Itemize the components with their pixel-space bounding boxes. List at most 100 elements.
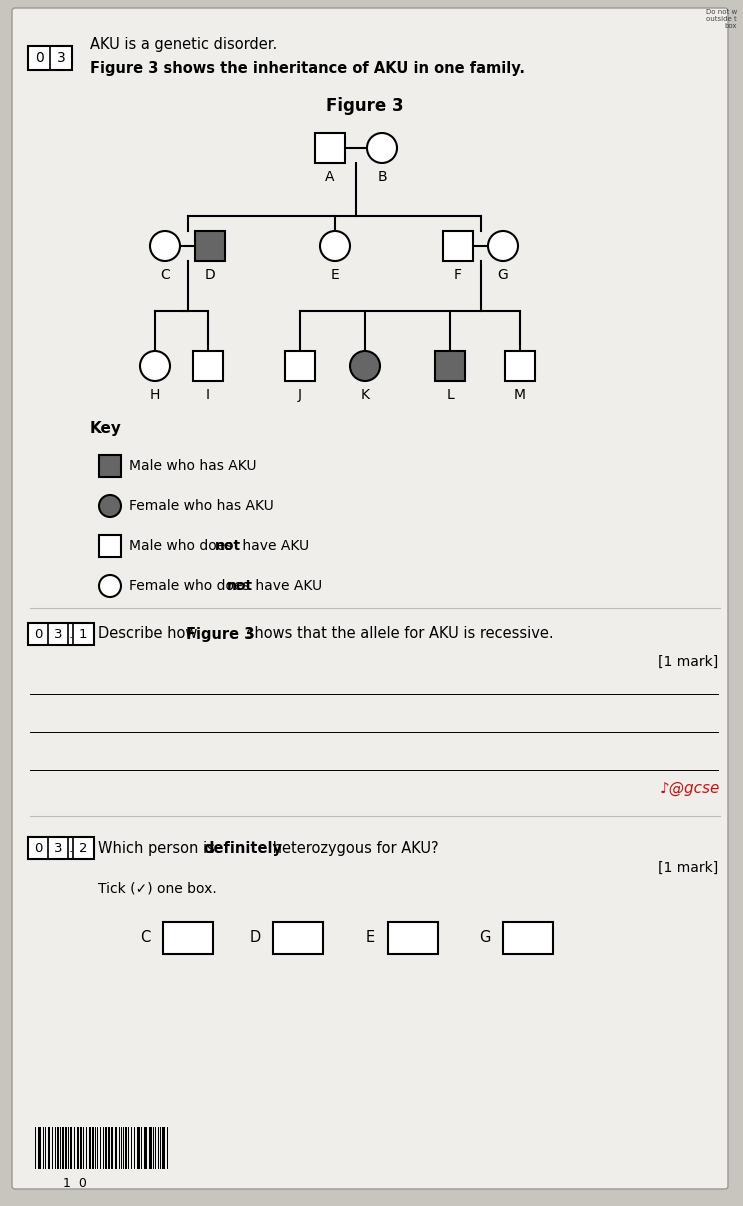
Bar (45, 1126, 46, 1169)
Bar (68, 1126, 69, 1169)
Bar (38, 1126, 41, 1169)
Bar (315, 133, 345, 163)
Text: Figure 3: Figure 3 (326, 96, 403, 115)
Text: K: K (360, 388, 369, 402)
Text: C: C (160, 268, 170, 282)
Bar (85, 1126, 87, 1169)
Bar (285, 351, 315, 381)
Circle shape (99, 575, 121, 597)
Bar (162, 1126, 165, 1169)
Bar (273, 923, 323, 954)
Text: Male who does: Male who does (129, 539, 237, 554)
Bar (193, 351, 223, 381)
Bar (149, 1126, 152, 1169)
Bar (108, 1126, 110, 1169)
Bar (28, 624, 94, 645)
Bar (103, 1126, 104, 1169)
Bar (195, 232, 225, 260)
Text: 0: 0 (35, 51, 43, 65)
Text: Do not w
outside t
box: Do not w outside t box (706, 8, 737, 29)
Bar (91, 1126, 94, 1169)
Text: L: L (446, 388, 454, 402)
Circle shape (488, 232, 518, 260)
Text: not: not (215, 539, 241, 554)
Bar (503, 923, 553, 954)
Bar (28, 46, 72, 70)
Bar (443, 232, 473, 260)
Text: Female who does: Female who does (129, 579, 254, 593)
Text: AKU is a genetic disorder.: AKU is a genetic disorder. (90, 36, 277, 52)
Text: .: . (68, 842, 73, 855)
Bar (505, 351, 535, 381)
Text: E: E (331, 268, 340, 282)
Bar (97, 1126, 98, 1169)
FancyBboxPatch shape (12, 8, 728, 1189)
Bar (111, 1126, 113, 1169)
Bar (435, 351, 465, 381)
Bar (106, 1126, 107, 1169)
Bar (99, 535, 121, 557)
Text: 1  0: 1 0 (63, 1177, 87, 1190)
Text: .: . (68, 627, 73, 640)
Text: Describe how: Describe how (98, 626, 202, 642)
Bar (35, 1126, 36, 1169)
Text: definitely: definitely (203, 841, 282, 855)
Text: 1: 1 (79, 627, 87, 640)
Text: A: A (325, 170, 335, 185)
Bar (89, 1126, 91, 1169)
Bar (166, 1126, 169, 1169)
Bar (134, 1126, 135, 1169)
Bar (115, 1126, 117, 1169)
Bar (42, 1126, 44, 1169)
Text: D: D (204, 268, 215, 282)
Text: 3: 3 (53, 627, 62, 640)
Bar (153, 1126, 154, 1169)
Bar (144, 1126, 147, 1169)
Bar (71, 1126, 72, 1169)
Text: heterozygous for AKU?: heterozygous for AKU? (268, 841, 438, 855)
Text: Key: Key (90, 421, 122, 435)
Bar (128, 1126, 129, 1169)
Bar (163, 923, 213, 954)
Bar (158, 1126, 159, 1169)
Text: shows that the allele for AKU is recessive.: shows that the allele for AKU is recessi… (242, 626, 554, 642)
Bar (51, 1126, 53, 1169)
Bar (57, 1126, 59, 1169)
Bar (100, 1126, 101, 1169)
Text: not: not (227, 579, 253, 593)
Bar (65, 1126, 67, 1169)
Bar (80, 1126, 82, 1169)
Bar (55, 1126, 56, 1169)
Bar (160, 1126, 161, 1169)
Circle shape (367, 133, 397, 163)
Text: M: M (514, 388, 526, 402)
Text: 0: 0 (34, 627, 42, 640)
Text: have AKU: have AKU (250, 579, 322, 593)
Text: H: H (150, 388, 160, 402)
Bar (62, 1126, 64, 1169)
Bar (82, 1126, 84, 1169)
Text: Figure 3 shows the inheritance of AKU in one family.: Figure 3 shows the inheritance of AKU in… (90, 60, 525, 76)
Text: [1 mark]: [1 mark] (658, 861, 718, 876)
Text: have AKU: have AKU (239, 539, 310, 554)
Text: 2: 2 (79, 842, 87, 855)
Bar (131, 1126, 132, 1169)
Text: Male who has AKU: Male who has AKU (129, 459, 256, 473)
Text: Figure 3: Figure 3 (186, 626, 254, 642)
Text: 3: 3 (56, 51, 65, 65)
Bar (74, 1126, 75, 1169)
Bar (388, 923, 438, 954)
Text: 3: 3 (53, 842, 62, 855)
Text: Which person is: Which person is (98, 841, 219, 855)
Bar (123, 1126, 124, 1169)
Text: F: F (454, 268, 462, 282)
Text: G: G (479, 931, 490, 946)
Bar (94, 1126, 96, 1169)
Text: 0: 0 (34, 842, 42, 855)
Text: B: B (377, 170, 387, 185)
Text: Tick (✓) one box.: Tick (✓) one box. (98, 882, 217, 895)
Circle shape (150, 232, 180, 260)
Text: Female who has AKU: Female who has AKU (129, 499, 273, 513)
Bar (119, 1126, 120, 1169)
Circle shape (350, 351, 380, 381)
